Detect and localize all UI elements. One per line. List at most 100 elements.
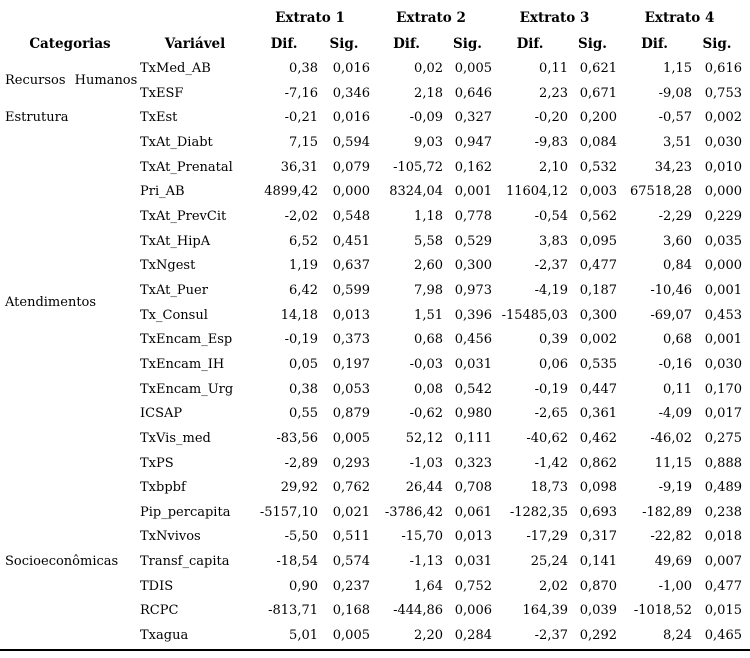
dif-value: 1,51	[414, 307, 443, 323]
dif-value: 7,98	[414, 282, 443, 298]
table-row: Tx_Consul 14,18 0,013 1,51 0,396 -15485,03 0,3…	[0, 304, 742, 329]
dif-value: 0,68	[414, 332, 443, 348]
dif-value: 164,39	[522, 603, 569, 619]
sig-value: 0,529	[454, 233, 492, 249]
dif-value: -444,86	[393, 603, 443, 619]
table-row: TxAt_Puer 6,42 0,599 7,98 0,973 -4,19 0,187 -10…	[0, 279, 742, 304]
variable-cell: Txbpbf	[140, 480, 186, 496]
dif-value: -4,19	[534, 282, 568, 298]
dif-value: -69,07	[650, 307, 692, 323]
sig-value: 0,778	[454, 208, 492, 224]
table-body: Recursos Humanos TxMed_AB 0,38 0,016 0,02 0,0…	[0, 57, 742, 649]
dif-value: 2,23	[539, 85, 568, 101]
dif-value: -1,13	[409, 554, 443, 570]
variable-cell: RCPC	[140, 603, 179, 619]
dif-value: 2,10	[539, 159, 568, 175]
sig-value: 0,187	[579, 282, 617, 298]
sig-value: 0,013	[332, 307, 370, 323]
category-cell: Atendimentos	[5, 295, 97, 311]
sig-value: 0,477	[579, 258, 617, 274]
dif-value: -15485,03	[501, 307, 568, 323]
dif-value: -10,46	[650, 282, 692, 298]
table-row: TxNvivos -5,50 0,511 -15,70 0,013 -17,29 0,317…	[0, 525, 742, 550]
sig-value: 0,456	[454, 332, 492, 348]
sig-value: 0,346	[332, 85, 370, 101]
sig-value: 0,007	[704, 554, 742, 570]
sig-value: 0,238	[704, 504, 742, 520]
table-row: Pip_percapita -5157,10 0,021 -3786,42 0,061 -…	[0, 501, 742, 526]
sig-value: 0,562	[579, 208, 617, 224]
variable-cell: TxEncam_Esp	[140, 332, 233, 348]
sig-value: 0,293	[332, 455, 370, 471]
dif-value: 18,73	[530, 480, 568, 496]
group-header-extrato-4: Extrato 4	[644, 10, 715, 26]
table-header: Extrato 1 Extrato 2 Extrato 3 Extrato 4 …	[0, 5, 742, 57]
variable-cell: TxNvivos	[140, 529, 201, 545]
table-row: Estrutura TxEst -0,21 0,016 -0,09 0,327 -0,20 0…	[0, 106, 742, 131]
dif-value: -2,89	[284, 455, 318, 471]
dif-value: -46,02	[650, 430, 692, 446]
group-header-extrato-3: Extrato 3	[519, 10, 590, 26]
dif-value: -5157,10	[259, 504, 318, 520]
dif-value: -2,37	[534, 258, 568, 274]
variable-cell: Pri_AB	[140, 184, 185, 200]
dif-value: 6,42	[289, 282, 318, 298]
dif-value: -1,00	[658, 578, 692, 594]
table-bottom-border	[0, 648, 750, 651]
sig-value: 0,170	[704, 381, 742, 397]
dif-value: -1,03	[409, 455, 443, 471]
table-row: ICSAP 0,55 0,879 -0,62 0,980 -2,65 0,361 -4,09 0…	[0, 402, 742, 427]
dif-value: 3,51	[663, 134, 692, 150]
table-row: Txagua 5,01 0,005 2,20 0,284 -2,37 0,292 8,24 0,…	[0, 624, 742, 649]
dif-value: 25,24	[530, 554, 568, 570]
dif-value: -0,20	[534, 110, 568, 126]
dif-value: 0,84	[663, 258, 692, 274]
variable-cell: ICSAP	[140, 406, 183, 422]
sig-value: 0,016	[332, 61, 370, 76]
sig-value: 0,646	[454, 85, 492, 101]
group-header-extrato-1: Extrato 1	[275, 10, 345, 26]
sig-value: 0,637	[332, 258, 370, 274]
dif-value: 7,15	[289, 134, 318, 150]
sig-value: 0,035	[704, 233, 742, 249]
dif-value: 49,69	[654, 554, 692, 570]
results-table: Extrato 1 Extrato 2 Extrato 3 Extrato 4 …	[0, 5, 742, 649]
dif-value: 1,64	[414, 578, 443, 594]
variable-cell: TxAt_PrevCit	[140, 208, 227, 224]
category-cell: Socioeconômicas	[5, 554, 119, 570]
sig-value: 0,162	[454, 159, 492, 175]
dif-value: 0,02	[414, 61, 443, 76]
column-header-sig-2: Sig.	[452, 36, 483, 52]
dif-value: -40,62	[526, 430, 568, 446]
sig-value: 0,535	[579, 356, 617, 372]
column-header-row: Categorias Variável Dif. Sig. Dif. Sig. …	[0, 31, 742, 57]
sig-value: 0,237	[332, 578, 370, 594]
dif-value: -7,16	[284, 85, 318, 101]
sig-value: 0,030	[704, 134, 742, 150]
sig-value: 0,229	[704, 208, 742, 224]
sig-value: 0,079	[332, 159, 370, 175]
dif-value: 11604,12	[505, 184, 568, 200]
sig-value: 0,015	[704, 603, 742, 619]
dif-value: -15,70	[401, 529, 443, 545]
sig-value: 0,168	[332, 603, 370, 619]
dif-value: -4,09	[658, 406, 692, 422]
sig-value: 0,396	[454, 307, 492, 323]
dif-value: 9,03	[414, 134, 443, 150]
sig-value: 0,317	[579, 529, 617, 545]
dif-value: 5,58	[414, 233, 443, 249]
sig-value: 0,010	[704, 159, 742, 175]
sig-value: 0,752	[454, 578, 492, 594]
dif-value: 0,11	[539, 61, 568, 76]
sig-value: 0,000	[704, 258, 742, 274]
dif-value: 14,18	[280, 307, 318, 323]
dif-value: 1,18	[414, 208, 443, 224]
dif-value: 8,24	[663, 628, 692, 644]
column-header-variavel: Variável	[164, 36, 226, 52]
dif-value: 36,31	[280, 159, 318, 175]
sig-value: 0,621	[579, 61, 617, 76]
dif-value: -2,29	[658, 208, 692, 224]
dif-value: 2,02	[539, 578, 568, 594]
table-row: Pri_AB 4899,42 0,000 8324,04 0,001 11604,12 0,…	[0, 180, 742, 205]
